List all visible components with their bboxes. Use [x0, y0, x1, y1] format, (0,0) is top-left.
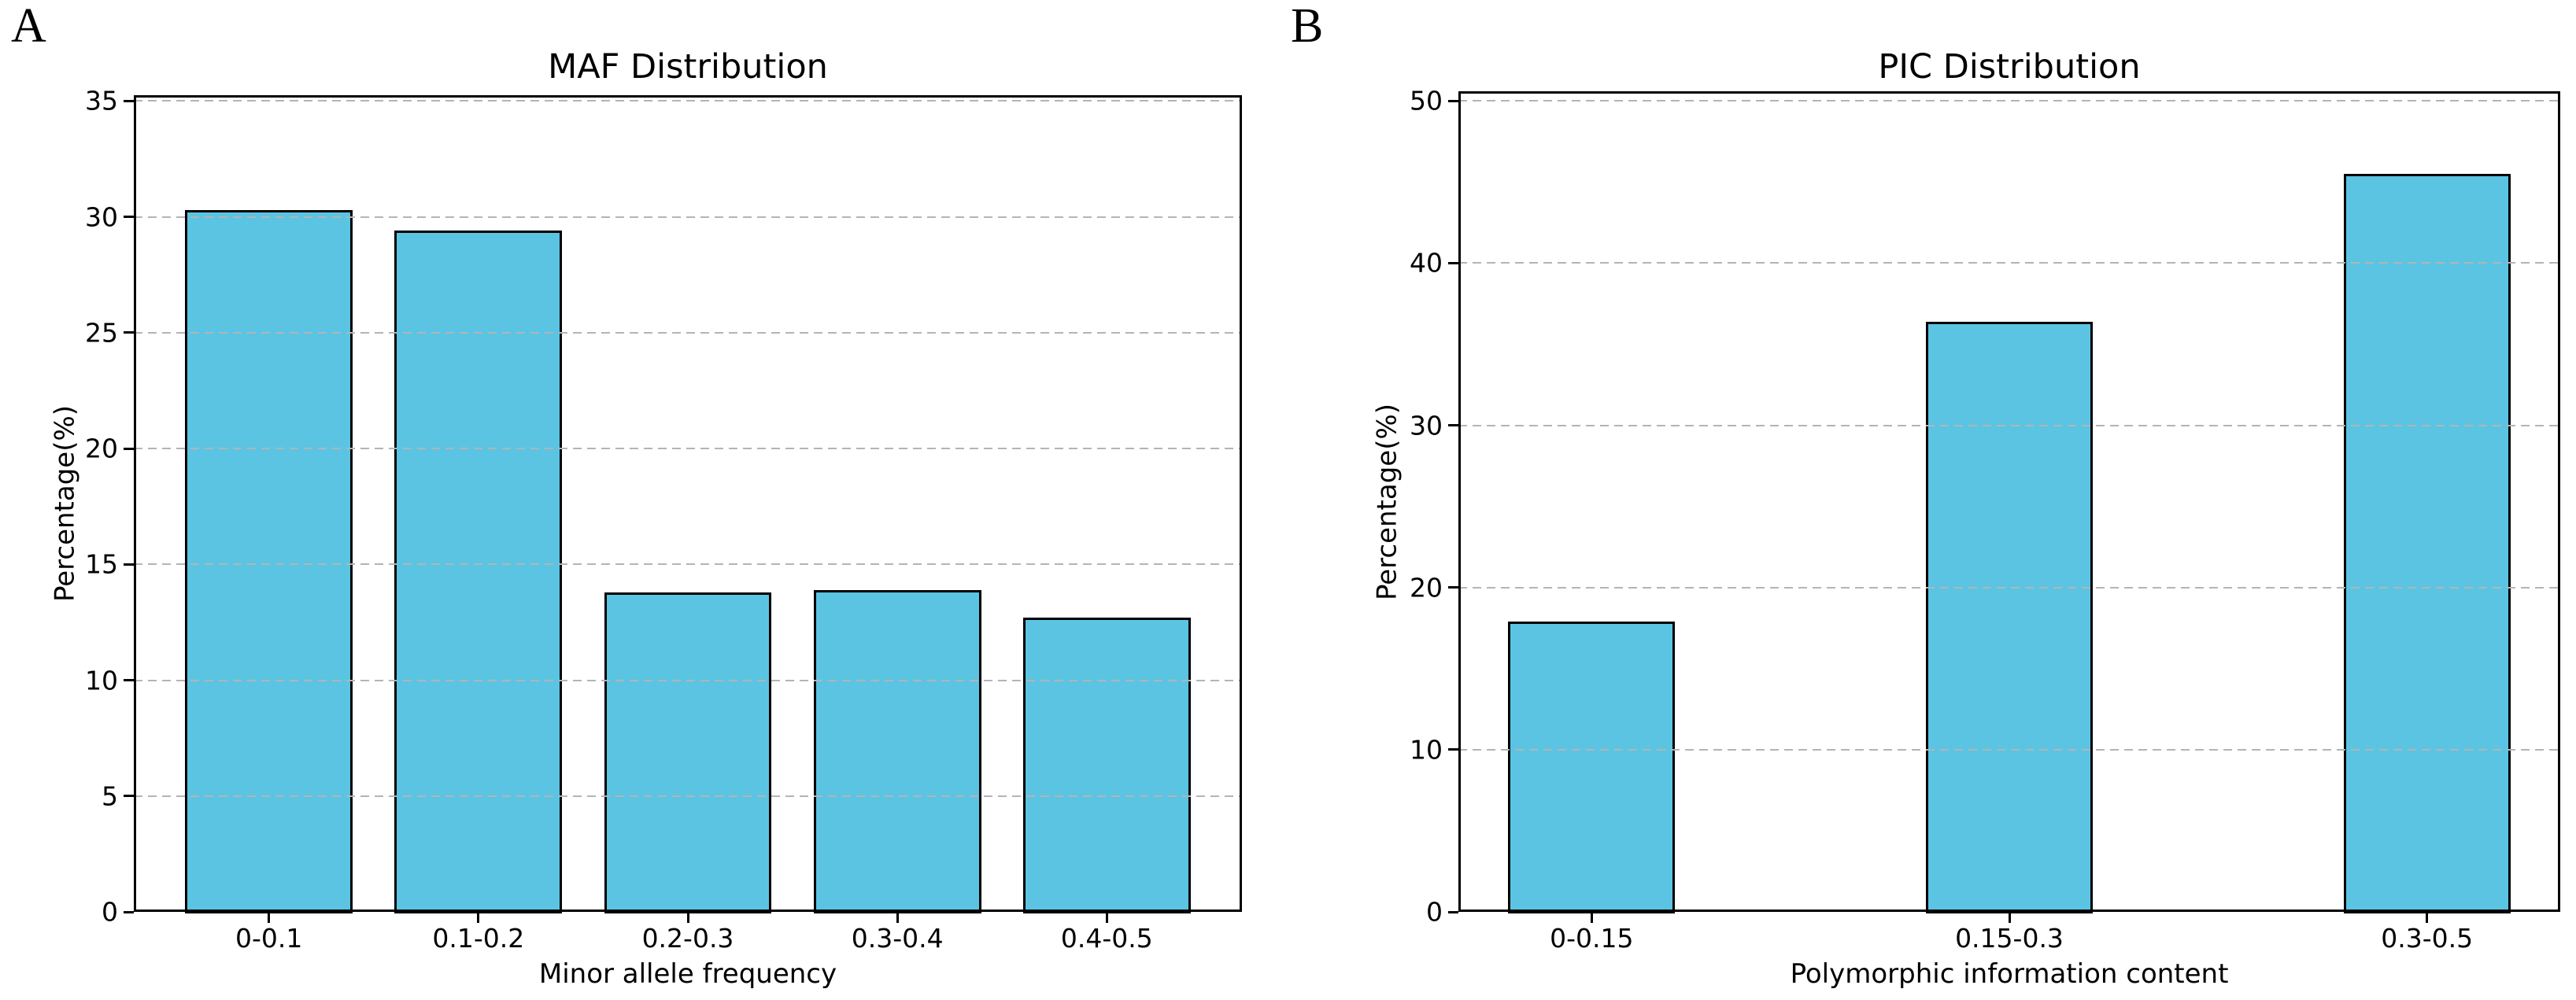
x-tick-mark [1590, 913, 1593, 923]
panel-label-b: B [1291, 0, 1324, 53]
y-tick-label: 30 [1410, 410, 1443, 441]
gridline-y15 [134, 563, 1242, 566]
y-tick-mark [1448, 910, 1458, 913]
y-tick-label: 20 [1410, 572, 1443, 603]
x-tick-label: 0-0.15 [1550, 923, 1634, 954]
x-tick-mark [1105, 913, 1108, 923]
x-tick-label: 0.3-0.5 [2381, 923, 2474, 954]
gridline-y25 [134, 331, 1242, 334]
gridline-y50 [1458, 100, 2560, 102]
y-tick-label: 20 [85, 433, 118, 464]
bar-0.1-0.2 [394, 231, 563, 913]
y-tick-mark [1448, 424, 1458, 427]
y-tick-label: 40 [1410, 247, 1443, 279]
y-tick-mark [124, 447, 134, 450]
gridline-y30 [134, 216, 1242, 218]
y-tick-label: 10 [85, 665, 118, 696]
bar-0-0.1 [185, 209, 353, 913]
y-tick-mark [124, 216, 134, 219]
gridline-y20 [134, 448, 1242, 450]
y-tick-mark [124, 563, 134, 566]
x-tick-label: 0.15-0.3 [1955, 923, 2064, 954]
y-tick-mark [124, 331, 134, 334]
x-tick-mark [268, 913, 271, 923]
y-tick-label: 50 [1410, 85, 1443, 116]
gridline-y10 [134, 679, 1242, 681]
y-tick-mark [124, 910, 134, 913]
panel-label-a: A [11, 0, 46, 53]
x-tick-mark [896, 913, 899, 923]
y-tick-label: 30 [85, 201, 118, 233]
y-tick-label: 15 [85, 548, 118, 580]
bar-0-0.15 [1508, 622, 1676, 913]
y-tick-label: 10 [1410, 734, 1443, 766]
bar-0.3-0.5 [2343, 174, 2511, 913]
chart-title: MAF Distribution [548, 47, 828, 87]
y-tick-label: 0 [1426, 896, 1443, 928]
y-tick-label: 5 [102, 780, 118, 812]
chart-title: PIC Distribution [1878, 47, 2141, 87]
x-tick-mark [2008, 913, 2011, 923]
x-tick-mark [686, 913, 689, 923]
gridline-y35 [134, 100, 1242, 102]
y-tick-label: 25 [85, 317, 118, 349]
x-tick-mark [2426, 913, 2429, 923]
x-tick-label: 0.2-0.3 [641, 923, 734, 954]
y-tick-mark [1448, 586, 1458, 589]
gridline-y30 [1458, 424, 2560, 426]
bar-0.15-0.3 [1925, 321, 2094, 913]
gridline-y20 [1458, 586, 2560, 589]
x-axis-label: Polymorphic information content [1790, 958, 2229, 990]
x-tick-label: 0.1-0.2 [432, 923, 525, 954]
x-axis-label: Minor allele frequency [538, 958, 837, 990]
y-tick-mark [1448, 261, 1458, 264]
gridline-y5 [134, 795, 1242, 797]
bar-0.4-0.5 [1022, 618, 1191, 913]
y-tick-mark [1448, 99, 1458, 102]
bar-0.3-0.4 [813, 589, 981, 913]
y-tick-label: 0 [102, 896, 118, 928]
y-tick-mark [1448, 748, 1458, 751]
y-tick-label: 35 [85, 85, 118, 116]
x-tick-label: 0.3-0.4 [851, 923, 944, 954]
y-tick-mark [124, 679, 134, 682]
x-tick-label: 0-0.1 [235, 923, 303, 954]
y-tick-mark [124, 99, 134, 102]
gridline-y10 [1458, 748, 2560, 751]
x-tick-mark [477, 913, 480, 923]
bar-0.2-0.3 [604, 592, 772, 913]
y-tick-mark [124, 795, 134, 798]
x-tick-label: 0.4-0.5 [1060, 923, 1153, 954]
gridline-y40 [1458, 262, 2560, 264]
